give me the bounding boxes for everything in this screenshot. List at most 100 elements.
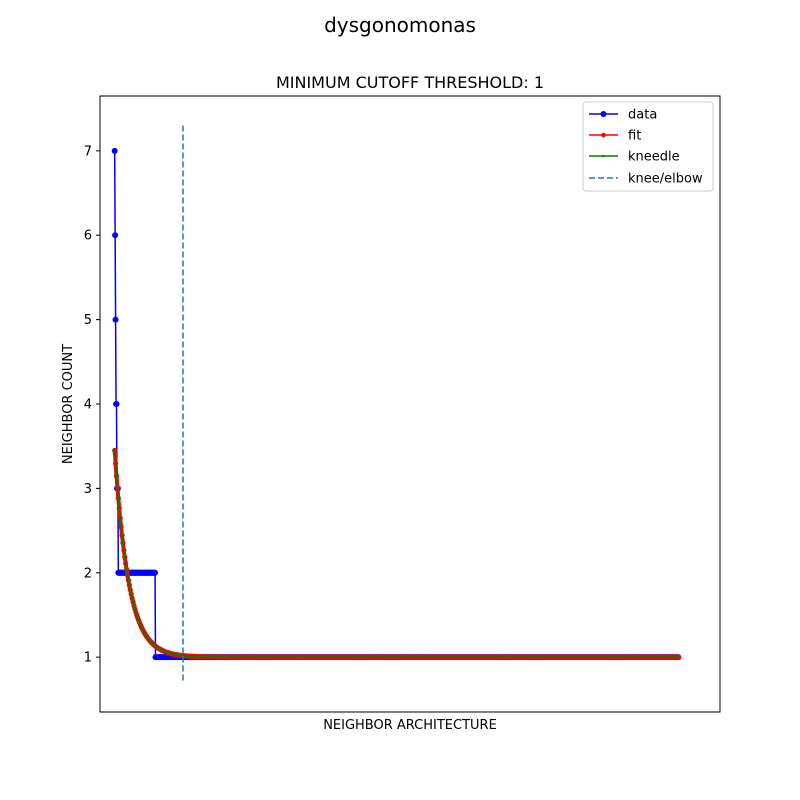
kneedle-point [622,656,625,659]
kneedle-point [227,656,230,659]
kneedle-point [370,656,373,659]
kneedle-point [240,656,243,659]
kneedle-point [364,656,367,659]
kneedle-point [641,656,644,659]
kneedle-point [500,656,503,659]
kneedle-point [274,656,277,659]
y-tick-label: 7 [84,144,92,159]
kneedle-point [138,621,141,624]
kneedle-point [225,656,228,659]
kneedle-point [614,656,617,659]
kneedle-point [452,656,455,659]
kneedle-point [595,656,598,659]
kneedle-point [388,656,391,659]
kneedle-point [284,656,287,659]
kneedle-point [548,656,551,659]
kneedle-point [606,656,609,659]
kneedle-point [447,656,450,659]
kneedle-point [475,656,478,659]
kneedle-point [238,656,241,659]
kneedle-point [547,656,550,659]
kneedle-point [458,656,461,659]
kneedle-point [357,656,360,659]
kneedle-point [591,656,594,659]
kneedle-point [567,656,570,659]
kneedle-point [626,656,629,659]
kneedle-point [419,656,422,659]
kneedle-point [337,656,340,659]
data-point [111,147,118,154]
kneedle-point [369,656,372,659]
kneedle-point [607,656,610,659]
kneedle-point [498,656,501,659]
kneedle-point [555,656,558,659]
kneedle-point [647,656,650,659]
kneedle-point [646,656,649,659]
kneedle-point [492,656,495,659]
kneedle-point [252,656,255,659]
kneedle-point [658,656,661,659]
kneedle-point [402,656,405,659]
legend: data fit kneedle knee/elbow [582,101,714,192]
chart-suptitle: dysgonomonas [324,13,476,37]
kneedle-point [483,656,486,659]
kneedle-point [212,655,215,658]
kneedle-point [405,656,408,659]
kneedle-point [299,656,302,659]
kneedle-point [262,656,265,659]
kneedle-point [655,656,658,659]
kneedle-point [324,656,327,659]
kneedle-point [574,656,577,659]
kneedle-point [526,656,529,659]
kneedle-point [556,656,559,659]
kneedle-point [244,656,247,659]
kneedle-point [639,656,642,659]
kneedle-point [219,656,222,659]
y-tick-label: 5 [84,313,92,328]
legend-swatch-marker [600,111,607,117]
kneedle-point [333,656,336,659]
kneedle-point [384,656,387,659]
kneedle-point [285,656,288,659]
kneedle-point [465,656,468,659]
kneedle-point [229,656,232,659]
kneedle-point [551,656,554,659]
kneedle-point [375,656,378,659]
kneedle-point [519,656,522,659]
kneedle-point [134,609,137,612]
y-tick-label: 1 [84,651,92,666]
kneedle-point [132,604,135,607]
kneedle-point [514,656,517,659]
kneedle-point [674,656,677,659]
kneedle-point [523,656,526,659]
kneedle-point [536,656,539,659]
kneedle-point [545,656,548,659]
kneedle-point [508,656,511,659]
kneedle-point [640,656,643,659]
kneedle-point [617,656,620,659]
kneedle-point [119,517,122,520]
kneedle-point [343,656,346,659]
kneedle-point [372,656,375,659]
legend-box [582,101,714,192]
kneedle-point [342,656,345,659]
kneedle-point [332,656,335,659]
kneedle-point [416,656,419,659]
kneedle-point [325,656,328,659]
kneedle-point [258,656,261,659]
kneedle-point [652,656,655,659]
kneedle-point [214,656,217,659]
kneedle-point [398,656,401,659]
kneedle-point [446,656,449,659]
kneedle-point [263,656,266,659]
kneedle-point [234,656,237,659]
kneedle-point [149,640,152,643]
kneedle-point [266,656,269,659]
kneedle-point [493,656,496,659]
kneedle-point [507,656,510,659]
kneedle-point [256,656,259,659]
kneedle-point [540,656,543,659]
kneedle-point [650,656,653,659]
kneedle-point [267,656,270,659]
kneedle-point [602,656,605,659]
